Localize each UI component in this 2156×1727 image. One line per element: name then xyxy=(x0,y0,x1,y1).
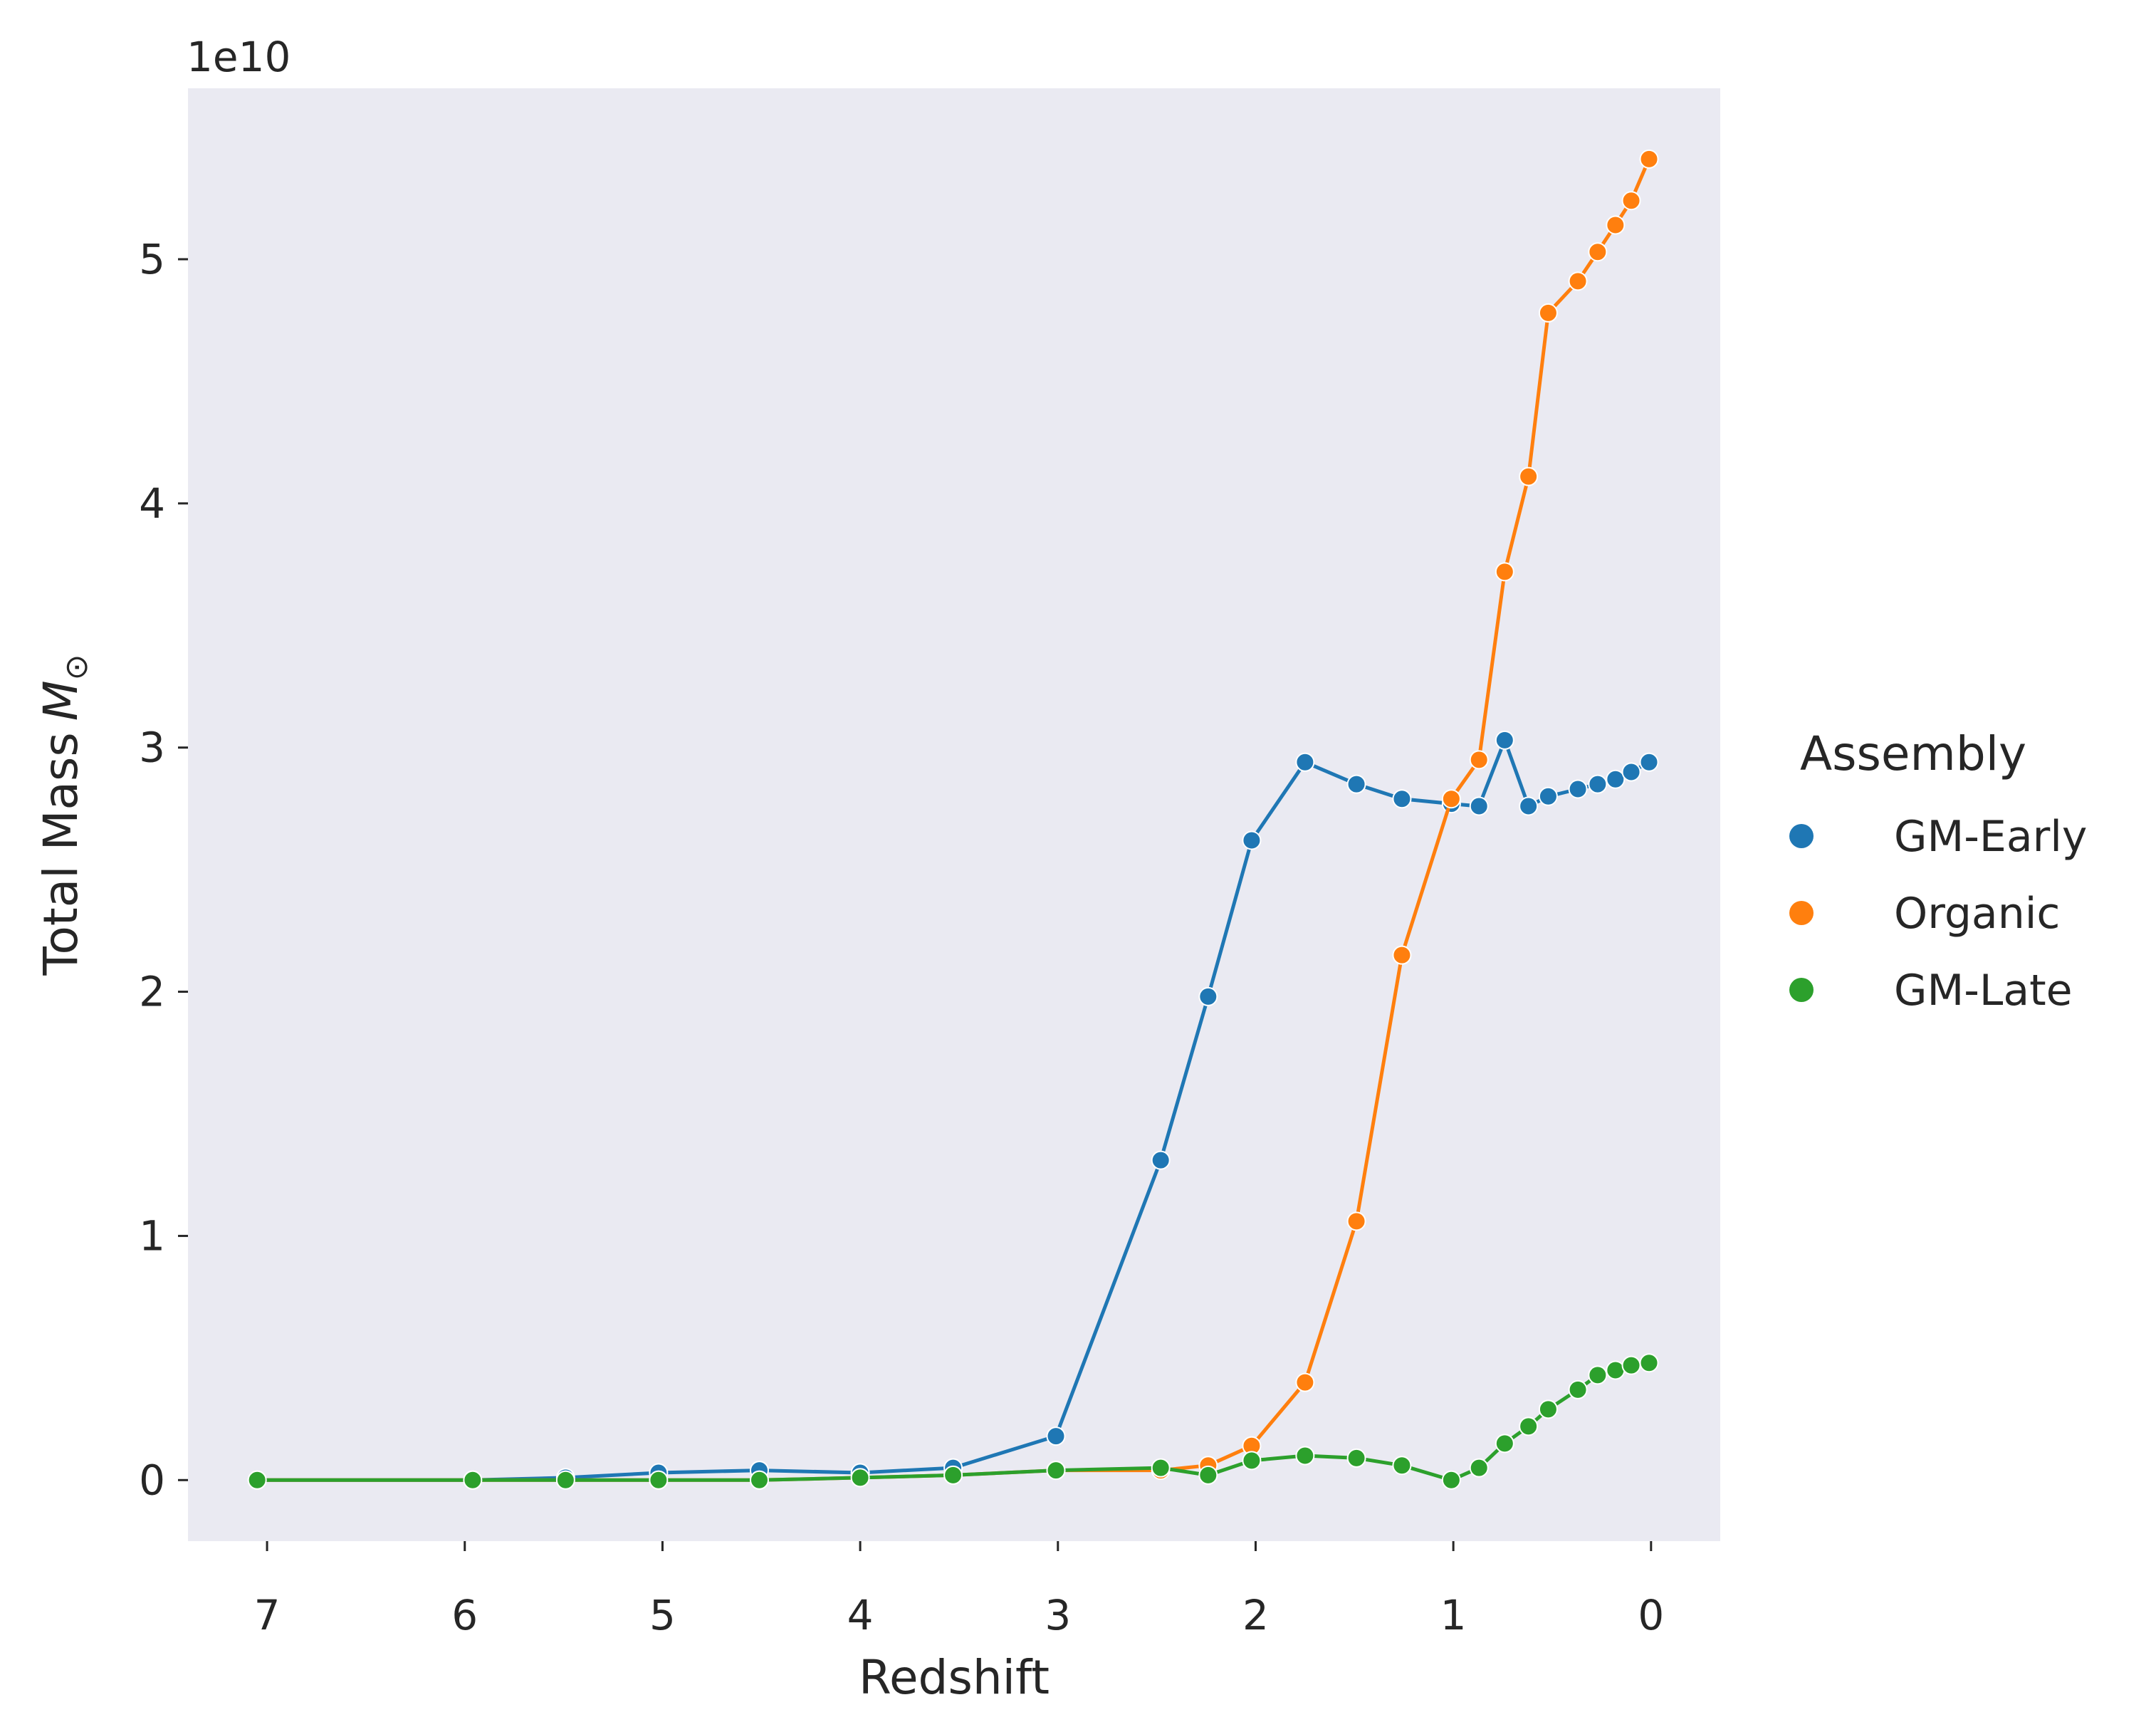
legend-label: GM-Early xyxy=(1894,812,2087,862)
y-tick-label: 4 xyxy=(139,479,165,528)
data-point-gm-early xyxy=(1588,774,1608,794)
data-point-gm-late xyxy=(1046,1461,1066,1481)
y-axis-title-text: Total Mass xyxy=(33,732,88,976)
data-point-organic xyxy=(1639,149,1659,169)
data-point-gm-late xyxy=(1242,1451,1262,1471)
legend-label: Organic xyxy=(1894,889,2060,939)
x-tick-label: 7 xyxy=(254,1591,281,1639)
data-point-organic xyxy=(1295,1372,1315,1392)
data-point-gm-early xyxy=(1538,786,1558,806)
data-point-gm-late xyxy=(1519,1416,1539,1436)
y-tick-label: 1 xyxy=(139,1211,165,1260)
legend-entries: GM-Early Organic GM-Late xyxy=(1789,812,2087,1016)
y-tick-label: 5 xyxy=(139,235,165,283)
legend-marker xyxy=(1789,978,1814,1002)
data-point-organic xyxy=(1606,215,1626,235)
x-tick-label: 4 xyxy=(847,1591,874,1639)
data-point-gm-early xyxy=(1568,779,1588,799)
data-point-gm-late xyxy=(943,1465,963,1485)
y-axis-title-symbol: M xyxy=(33,680,88,721)
legend-marker xyxy=(1789,824,1814,848)
data-point-organic xyxy=(1392,945,1412,965)
data-point-gm-late xyxy=(1538,1399,1558,1419)
data-point-gm-late xyxy=(247,1470,267,1490)
data-point-gm-late xyxy=(749,1470,769,1490)
data-point-gm-late xyxy=(649,1470,669,1490)
x-axis: 7 6 5 4 3 2 1 0 xyxy=(254,1541,1664,1639)
data-point-gm-late xyxy=(850,1468,870,1488)
legend-title: Assembly xyxy=(1800,726,2026,781)
data-point-gm-early xyxy=(1242,830,1262,850)
y-axis-title: Total Mass M⊙ xyxy=(33,654,95,976)
data-point-organic xyxy=(1469,750,1489,770)
data-point-gm-early xyxy=(1046,1426,1066,1446)
y-axis: 0 1 2 3 4 5 xyxy=(139,235,188,1504)
y-tick-label: 3 xyxy=(139,724,165,772)
x-axis-title: Redshift xyxy=(859,1650,1050,1705)
x-tick-label: 1 xyxy=(1440,1591,1467,1639)
data-point-gm-early xyxy=(1151,1150,1171,1170)
y-axis-title-subscript: ⊙ xyxy=(58,654,95,680)
data-point-organic xyxy=(1346,1211,1366,1231)
legend: Assembly GM-Early Organic GM-Late xyxy=(1789,726,2087,1016)
data-point-organic xyxy=(1568,271,1588,291)
data-point-gm-early xyxy=(1606,769,1626,789)
data-point-gm-early xyxy=(1519,796,1539,816)
data-point-gm-early xyxy=(1392,789,1412,809)
data-point-organic xyxy=(1588,242,1608,262)
data-point-gm-late xyxy=(1606,1360,1626,1380)
data-point-gm-late xyxy=(1151,1458,1171,1478)
data-point-gm-late xyxy=(463,1470,483,1490)
data-point-organic xyxy=(1538,303,1558,323)
data-point-gm-late xyxy=(1588,1365,1608,1385)
legend-label: GM-Late xyxy=(1894,966,2073,1016)
x-tick-label: 6 xyxy=(451,1591,478,1639)
data-point-organic xyxy=(1519,466,1539,486)
x-tick-label: 0 xyxy=(1638,1591,1664,1639)
legend-marker xyxy=(1789,901,1814,925)
data-point-gm-early xyxy=(1346,774,1366,794)
y-offset-text: 1e10 xyxy=(187,33,291,81)
data-point-gm-late xyxy=(555,1470,575,1490)
data-point-gm-late xyxy=(1639,1353,1659,1373)
data-point-gm-late xyxy=(1441,1470,1461,1490)
data-point-gm-late xyxy=(1392,1456,1412,1476)
data-point-gm-late xyxy=(1568,1379,1588,1399)
data-point-organic xyxy=(1441,789,1461,809)
x-tick-label: 3 xyxy=(1045,1591,1071,1639)
x-tick-label: 5 xyxy=(649,1591,676,1639)
series-layer xyxy=(247,149,1659,1490)
data-point-gm-late xyxy=(1621,1355,1641,1375)
data-point-organic xyxy=(1621,191,1641,211)
data-point-gm-early xyxy=(1639,752,1659,772)
data-point-gm-late xyxy=(1346,1448,1366,1468)
data-point-gm-late xyxy=(1198,1465,1218,1485)
data-point-gm-late xyxy=(1495,1434,1514,1454)
data-point-organic xyxy=(1495,562,1514,582)
data-point-gm-early xyxy=(1469,796,1489,816)
data-point-gm-early xyxy=(1621,762,1641,782)
x-tick-label: 2 xyxy=(1242,1591,1269,1639)
data-point-gm-early xyxy=(1295,752,1315,772)
data-point-gm-early xyxy=(1198,986,1218,1006)
plot-area xyxy=(188,88,1720,1541)
data-point-gm-late xyxy=(1295,1446,1315,1466)
data-point-gm-early xyxy=(1495,730,1514,750)
y-tick-label: 0 xyxy=(139,1456,165,1504)
data-point-gm-late xyxy=(1469,1458,1489,1478)
y-tick-label: 2 xyxy=(139,968,165,1016)
